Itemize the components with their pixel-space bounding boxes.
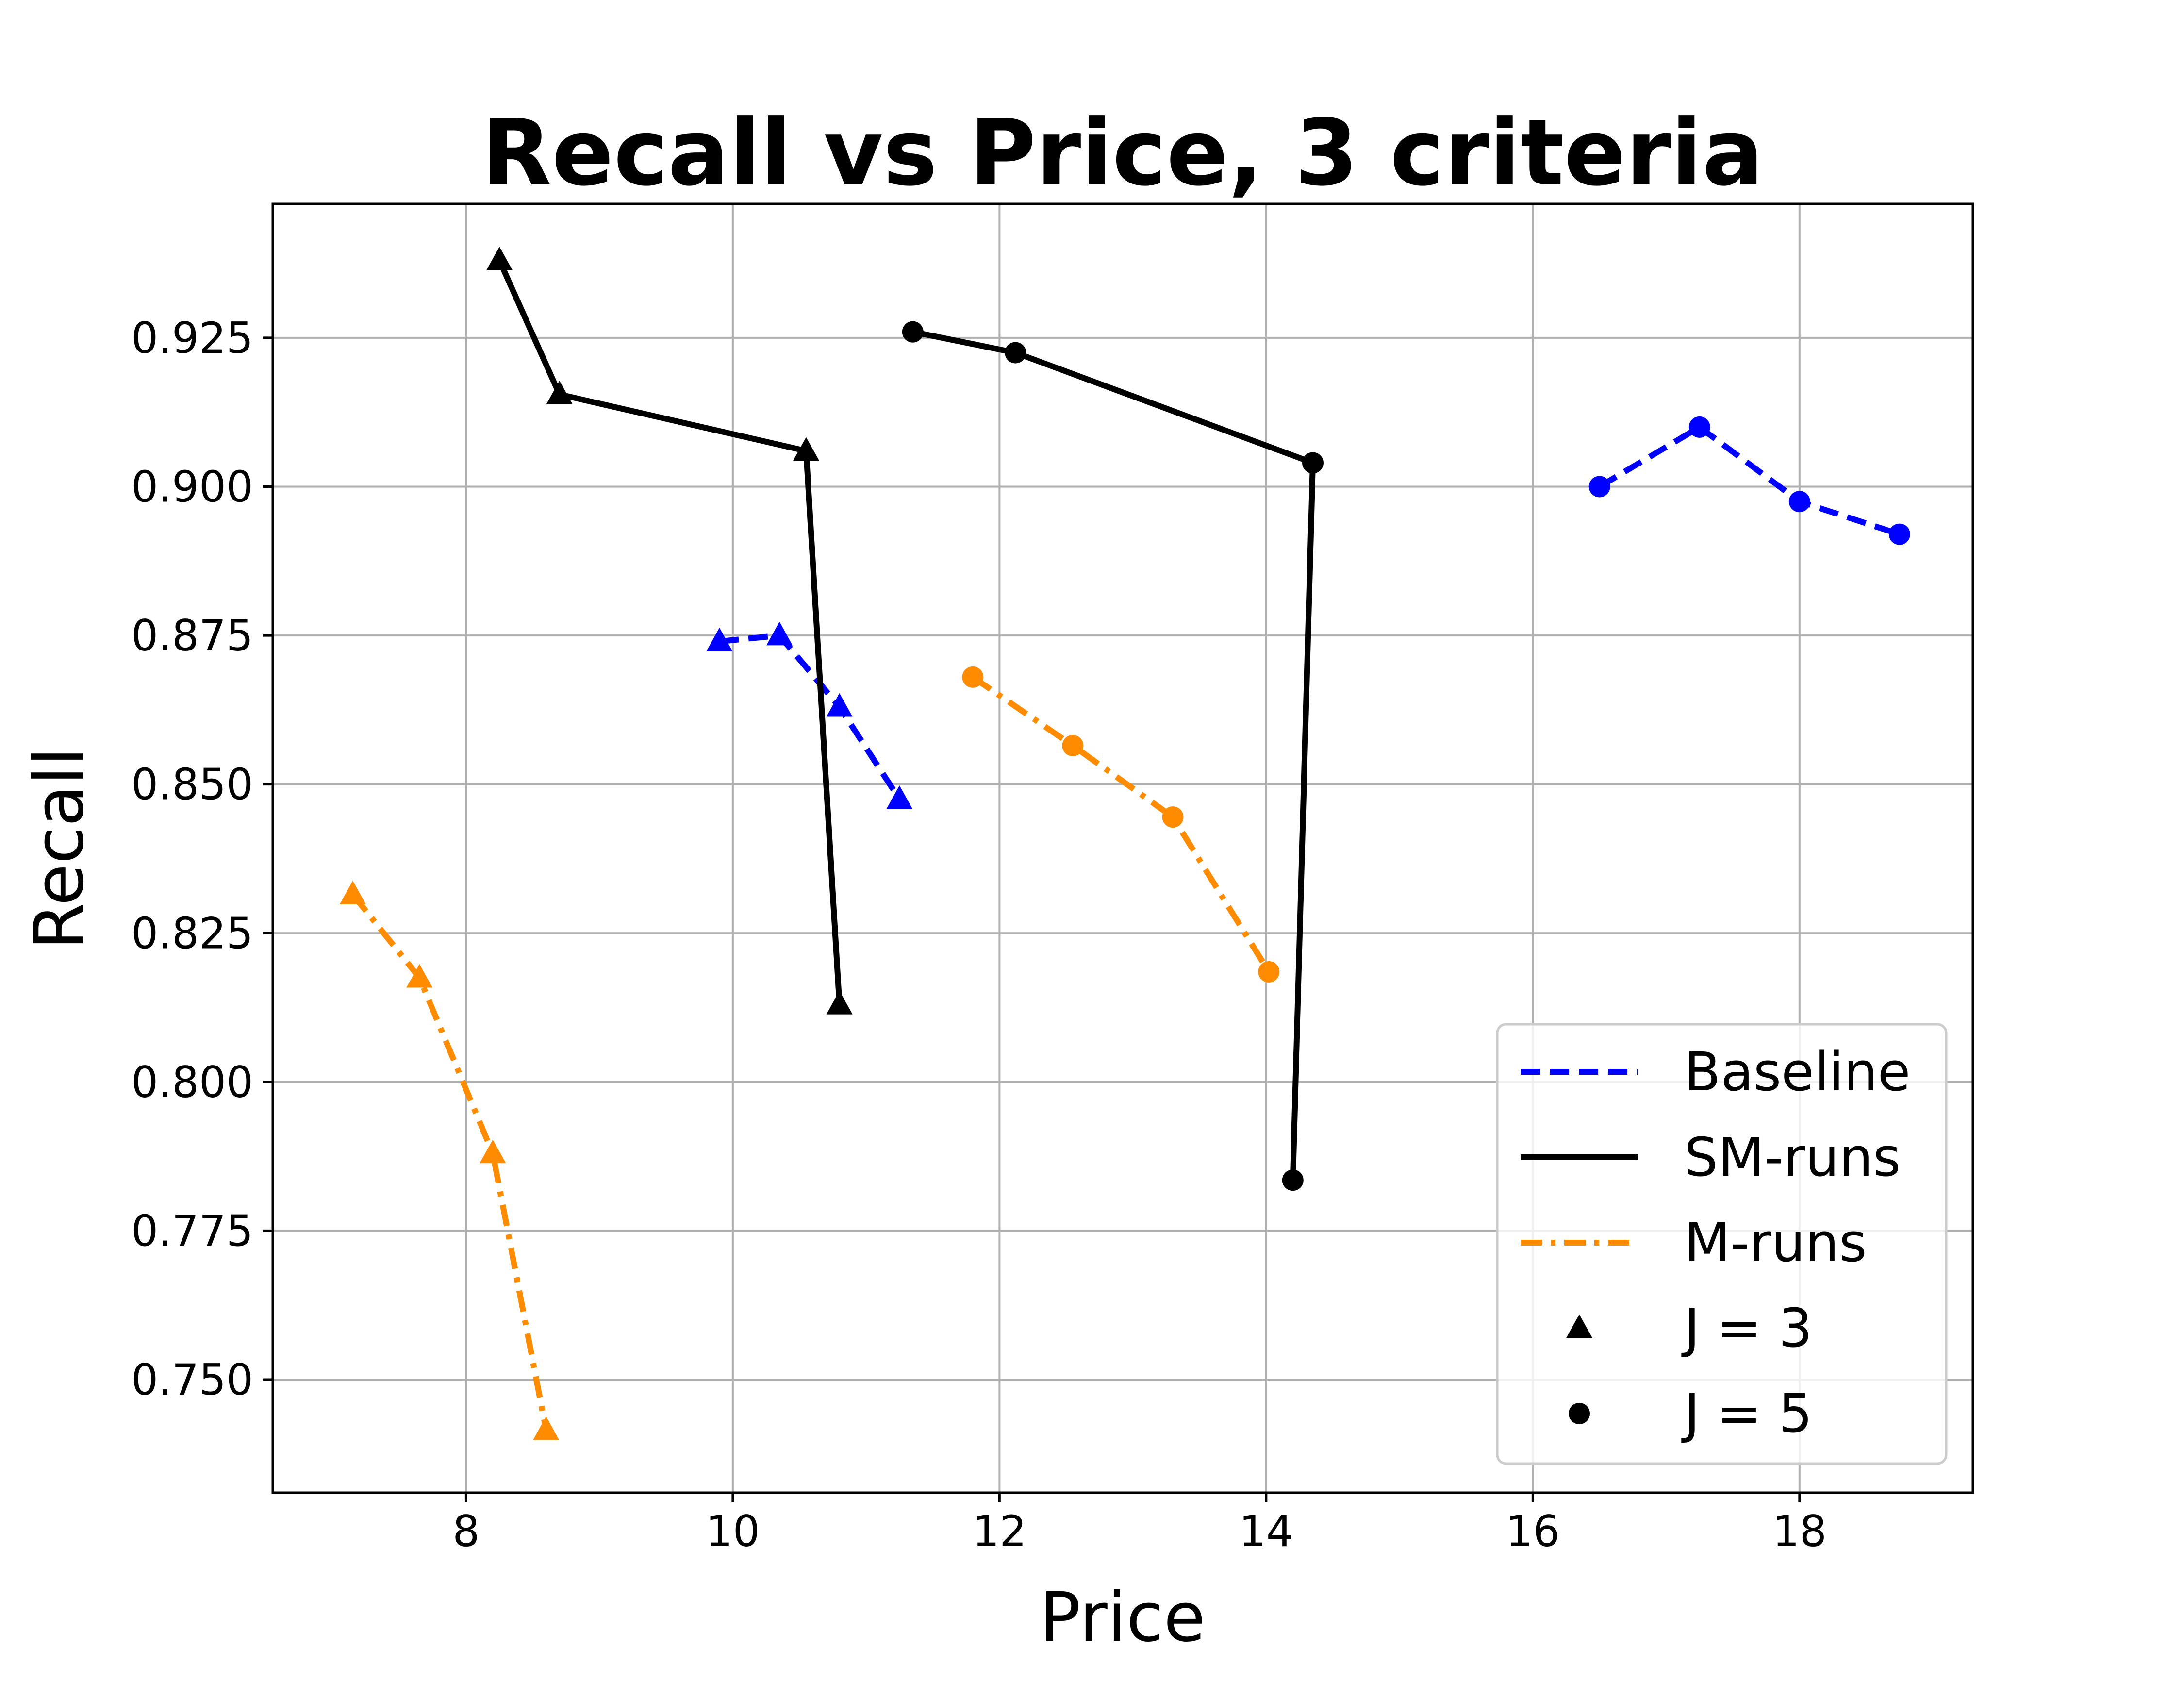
y-tick-label: 0.850 [131,760,253,810]
y-tick-label: 0.750 [131,1355,253,1405]
legend-label-j-3: J = 3 [1681,1297,1813,1359]
data-point-baseline-j-3 [826,693,853,717]
x-tick-label: 8 [452,1506,480,1556]
legend-item-baseline: Baseline [1521,1041,1910,1103]
axis-ticks: 8 10 12 14 16 18 0.750 0.775 0.800 0.825 0.850 0.87… [131,313,1827,1556]
x-tick-label: 14 [1239,1506,1293,1556]
y-tick-label: 0.800 [131,1057,253,1107]
x-tick-label: 12 [972,1506,1026,1556]
series-line-m-runs-j-3 [350,892,549,1431]
series-line-m-runs-j-5 [971,674,1272,974]
series-m-runs-j-3 [339,881,560,1440]
chart-title: Recall vs Price, 3 criteria [481,100,1764,206]
data-point-sm-runs-j-5 [1005,342,1026,364]
data-point-m-runs-j-5 [1258,961,1280,983]
series-sm-runs-j-5 [902,321,1324,1191]
x-axis-label: Price [1040,1578,1206,1657]
data-point-m-runs-j-3 [480,1139,506,1164]
y-tick-label: 0.900 [131,462,253,512]
data-point-sm-runs-j-5 [902,321,924,343]
legend-label-sm-runs: SM-runs [1684,1126,1901,1188]
data-point-m-runs-j-3 [406,964,433,988]
y-tick-label: 0.925 [131,313,253,363]
legend-marker-j-3 [1566,1314,1592,1338]
x-tick-label: 10 [706,1506,760,1556]
series-m-runs-j-5 [962,666,1280,983]
data-point-m-runs-j-3 [533,1416,560,1440]
series-line-sm-runs-j-5 [912,329,1316,1181]
data-point-sm-runs-j-3 [486,247,513,270]
series-sm-runs-j-3 [486,247,853,1015]
legend-label-baseline: Baseline [1684,1041,1910,1103]
legend-item-m-runs: M-runs [1521,1212,1867,1274]
series-layer [339,247,1910,1440]
data-point-baseline-j-5 [1588,476,1610,498]
legend-box [1496,1023,1948,1465]
legend-marker-j-5 [1569,1403,1590,1424]
y-tick-label: 0.825 [131,908,253,958]
y-tick-label: 0.775 [131,1206,253,1256]
series-baseline-j-5 [1588,416,1910,545]
legend-item-sm-runs: SM-runs [1521,1126,1901,1188]
legend: Baseline SM-runs M-runs J = 3 J = 5 [1496,1023,1948,1465]
data-point-m-runs-j-3 [339,881,366,904]
data-point-sm-runs-j-3 [546,381,573,404]
y-tick-label: 0.875 [131,611,253,661]
data-point-m-runs-j-5 [1162,806,1184,828]
data-point-sm-runs-j-5 [1302,452,1324,474]
y-axis-label: Recall [20,747,99,950]
data-point-sm-runs-j-3 [826,991,853,1015]
legend-item-j-3: J = 3 [1566,1297,1813,1359]
legend-item-j-5: J = 5 [1569,1383,1813,1445]
data-point-m-runs-j-5 [962,666,984,688]
legend-label-j-5: J = 5 [1681,1383,1813,1445]
data-point-baseline-j-5 [1688,416,1710,438]
series-line-baseline-j-3 [719,633,902,801]
data-point-sm-runs-j-3 [793,437,819,461]
series-line-baseline-j-5 [1598,424,1901,537]
data-point-sm-runs-j-5 [1282,1169,1304,1191]
data-point-baseline-j-5 [1888,523,1910,545]
x-tick-label: 16 [1506,1506,1560,1556]
data-point-baseline-j-5 [1788,491,1810,513]
data-point-baseline-j-3 [886,785,913,809]
x-tick-label: 18 [1772,1506,1827,1556]
data-point-m-runs-j-5 [1062,734,1084,756]
data-point-baseline-j-3 [706,628,733,651]
legend-label-m-runs: M-runs [1684,1212,1867,1274]
data-point-baseline-j-3 [766,621,793,646]
series-line-sm-runs-j-3 [496,259,843,1005]
plot-frame [271,202,1974,1494]
series-baseline-j-3 [706,621,913,809]
